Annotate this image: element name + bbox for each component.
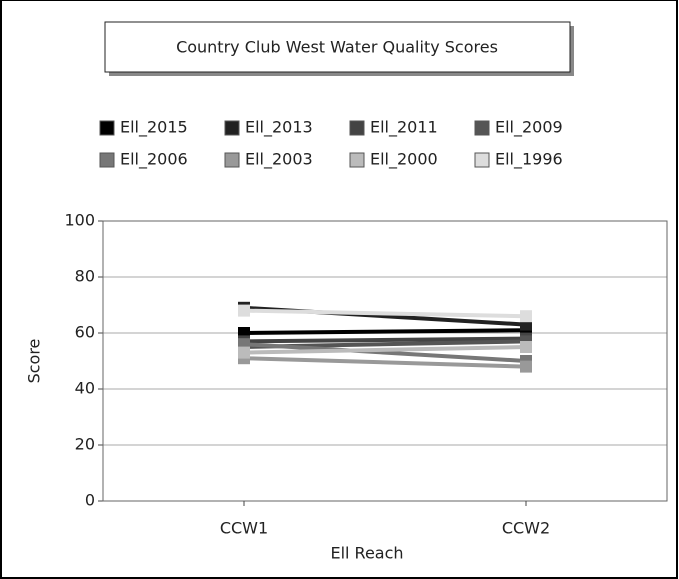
series-line [243,356,527,369]
series-line [243,336,527,344]
legend-swatch [99,120,115,136]
legend-label: Ell_1996 [495,150,563,170]
legend-label: Ell_2015 [120,118,188,138]
legend-label: Ell_2009 [495,118,563,138]
legend-label: Ell_2006 [120,150,188,170]
y-tick-label: 100 [64,211,95,230]
legend-label: Ell_2013 [245,118,313,138]
legend-swatch [349,120,365,136]
series-line [243,342,527,363]
legend-swatch [99,152,115,168]
x-tick-label: CCW1 [220,519,268,538]
legend-label: Ell_2003 [245,150,313,170]
y-tick-label: 20 [75,435,95,454]
point-marker [520,310,532,323]
y-axis-label: Score [25,339,44,384]
series-line [243,328,527,335]
legend-swatch [474,152,490,168]
legend-label: Ell_2000 [370,150,438,170]
legend-swatch [349,152,365,168]
y-tick-label: 80 [75,267,95,286]
point-marker [238,346,250,359]
point-marker [520,360,532,373]
x-axis-label: Ell Reach [330,544,403,563]
y-tick-label: 0 [85,491,95,510]
point-marker [238,304,250,317]
series-line [243,308,527,319]
plot-border [102,220,668,502]
x-tick-label: CCW2 [502,519,550,538]
legend-label: Ell_2011 [370,118,438,138]
y-tick-label: 40 [75,379,95,398]
y-tick-label: 60 [75,323,95,342]
chart-title: Country Club West Water Quality Scores [176,38,498,57]
title-box [104,21,571,73]
legend-swatch [224,152,240,168]
legend-swatch [224,120,240,136]
series-line [243,345,527,355]
legend-swatch [474,120,490,136]
point-marker [520,341,532,353]
